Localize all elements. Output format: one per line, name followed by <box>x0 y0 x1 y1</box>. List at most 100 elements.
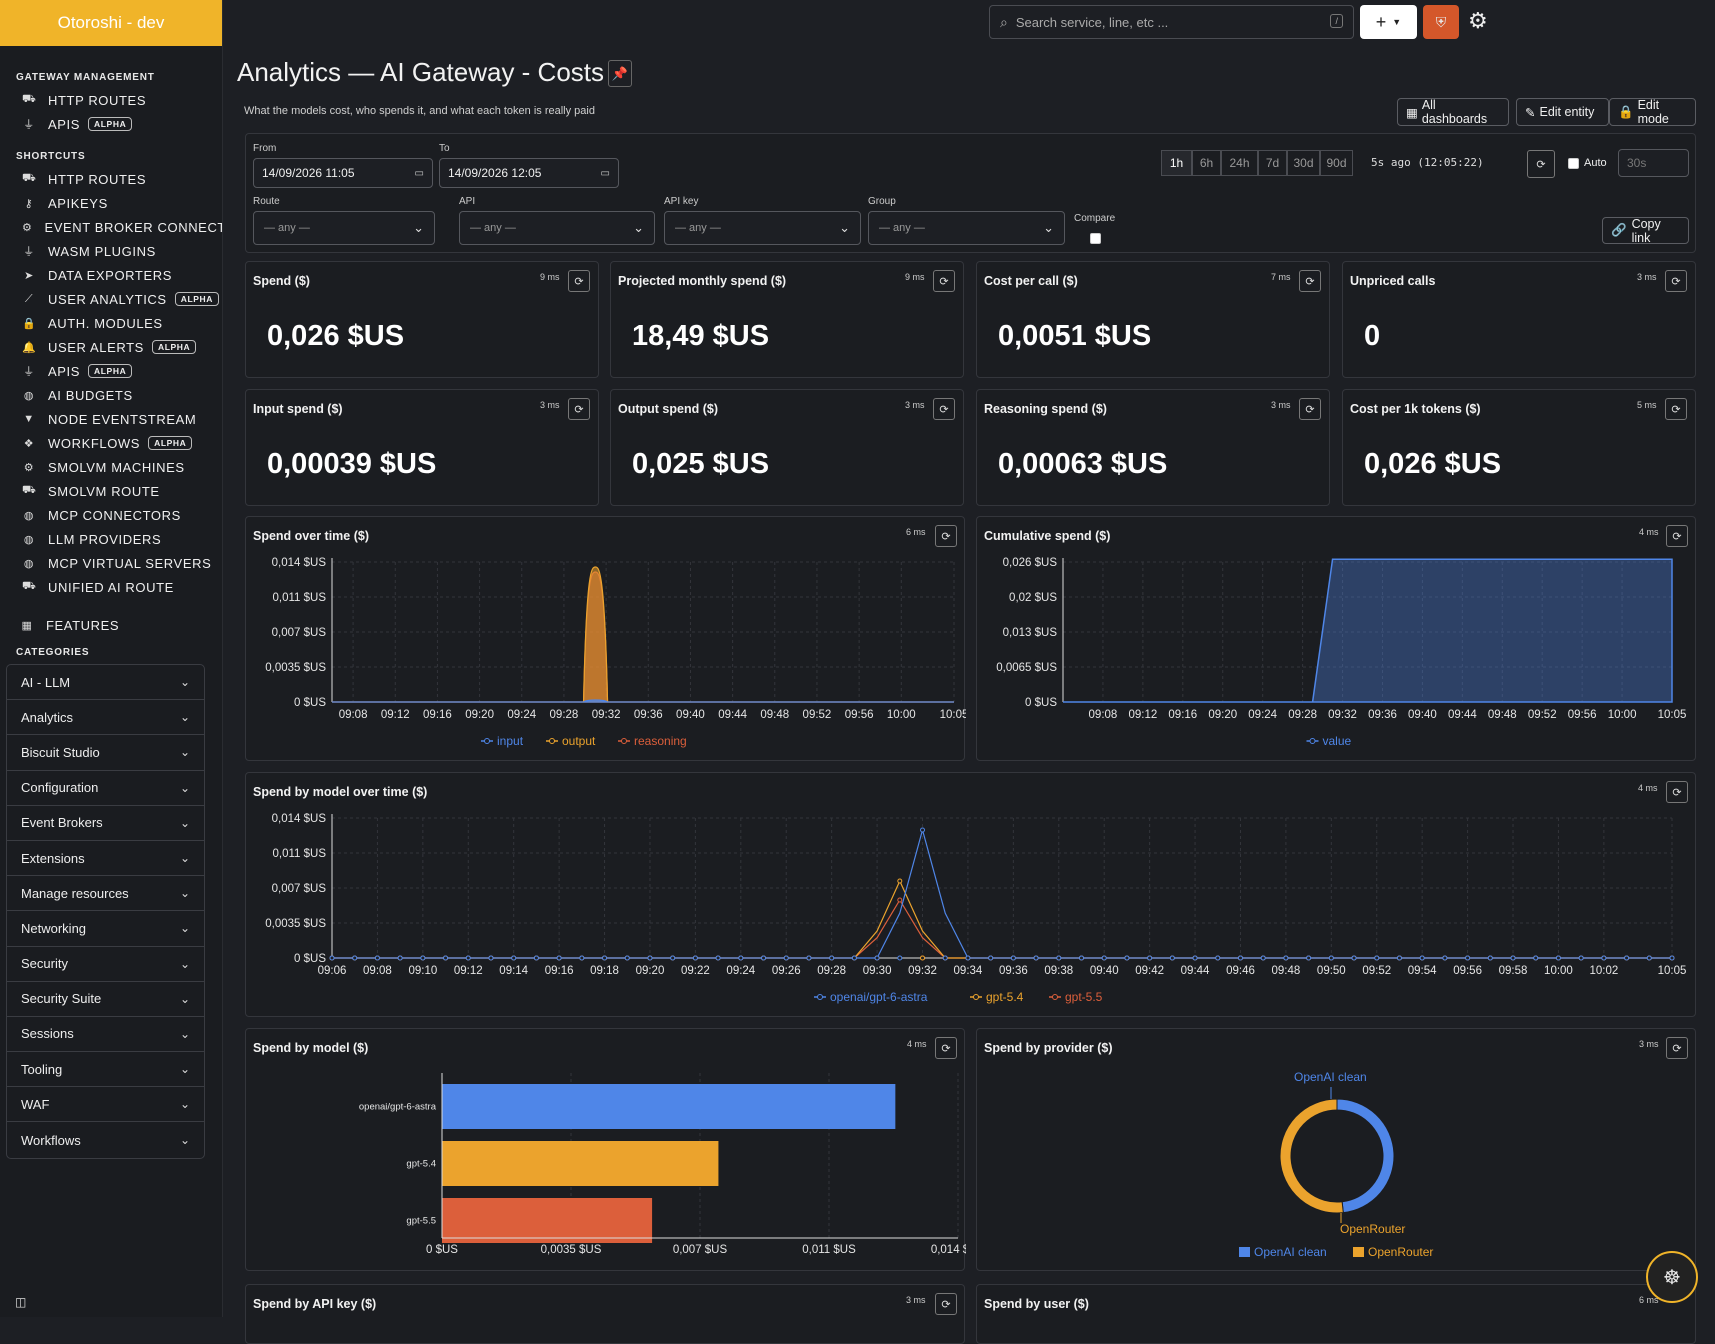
apikey-select[interactable]: — any — ⌄ <box>664 211 861 245</box>
sidebar-shortcut-item-10[interactable]: ▼ NODE EVENTSTREAM <box>0 407 222 431</box>
sidebar-shortcut-item-1[interactable]: ⚷ APIKEYS <box>0 191 222 215</box>
copy-link-button[interactable]: 🔗 Copy link <box>1602 217 1689 245</box>
sidebar-shortcut-item-6[interactable]: 🔒 AUTH. MODULES <box>0 311 222 335</box>
panel-refresh-button[interactable]: ⟳ <box>935 1037 957 1059</box>
x-tick-label: 09:08 <box>339 709 368 721</box>
sidebar-shortcut-item-5[interactable]: ⟋ USER ANALYTICS ALPHA <box>0 287 222 311</box>
sidebar-shortcut-item-16[interactable]: ◍ MCP VIRTUAL SERVERS <box>0 551 222 575</box>
category-1[interactable]: Analytics ⌄ <box>7 700 204 736</box>
data-point <box>1351 955 1357 961</box>
chevron-down-icon: ⌄ <box>1043 220 1054 235</box>
data-point <box>920 955 926 961</box>
brand-logo[interactable]: Otoroshi - dev <box>0 0 222 46</box>
sidebar-shortcut-item-7[interactable]: 🔔 USER ALERTS ALPHA <box>0 335 222 359</box>
categories-section-title: CATEGORIES <box>16 647 90 658</box>
panel-title: Spend by model ($) <box>253 1041 369 1055</box>
kpi-timing: 3 ms <box>1637 272 1657 282</box>
sidebar-shortcut-item-8[interactable]: ⏚ APIS ALPHA <box>0 359 222 383</box>
category-6[interactable]: Manage resources ⌄ <box>7 876 204 912</box>
kpi-refresh-button[interactable]: ⟳ <box>1299 270 1321 292</box>
robot-icon: ☸ <box>1663 1266 1681 1289</box>
data-point <box>1169 955 1175 961</box>
kpi-refresh-button[interactable]: ⟳ <box>1299 398 1321 420</box>
kpi-refresh-button[interactable]: ⟳ <box>568 398 590 420</box>
chevron-down-icon: ⌄ <box>179 1097 190 1112</box>
sidebar-gateway-item-0[interactable]: ⛟ HTTP ROUTES <box>0 88 222 112</box>
category-12[interactable]: WAF ⌄ <box>7 1087 204 1123</box>
collapse-sidebar-icon[interactable]: ◫ <box>15 1295 27 1309</box>
settings-gear-icon[interactable]: ⚙ <box>1468 8 1488 33</box>
data-point <box>556 955 562 961</box>
from-date-input[interactable]: 14/09/2026 11:05 ▭ <box>253 158 433 188</box>
to-date-input[interactable]: 14/09/2026 12:05 ▭ <box>439 158 619 188</box>
sidebar-shortcut-item-4[interactable]: ➤ DATA EXPORTERS <box>0 263 222 287</box>
range-button-1h[interactable]: 1h <box>1161 150 1192 176</box>
category-0[interactable]: AI - LLM ⌄ <box>7 665 204 701</box>
sidebar-gateway-item-1[interactable]: ⏚ APIS ALPHA <box>0 112 222 136</box>
route-select[interactable]: — any — ⌄ <box>253 211 435 245</box>
refresh-button[interactable]: ⟳ <box>1527 150 1555 178</box>
range-button-90d[interactable]: 90d <box>1320 150 1353 176</box>
kpi-refresh-button[interactable]: ⟳ <box>933 270 955 292</box>
kpi-refresh-button[interactable]: ⟳ <box>1665 398 1687 420</box>
auto-refresh-checkbox[interactable] <box>1568 158 1579 169</box>
range-button-6h[interactable]: 6h <box>1192 150 1221 176</box>
category-3[interactable]: Configuration ⌄ <box>7 771 204 806</box>
group-select[interactable]: — any — ⌄ <box>868 211 1065 245</box>
range-button-24h[interactable]: 24h <box>1221 150 1258 176</box>
sidebar-shortcut-item-11[interactable]: ❖ WORKFLOWS ALPHA <box>0 431 222 455</box>
sidebar-shortcut-item-3[interactable]: ⏚ WASM PLUGINS <box>0 239 222 263</box>
kpi-refresh-button[interactable]: ⟳ <box>1665 270 1687 292</box>
sidebar-shortcut-item-17[interactable]: ⛟ UNIFIED AI ROUTE <box>0 575 222 599</box>
panel-refresh-button[interactable]: ⟳ <box>1666 525 1688 547</box>
chevron-down-icon: ⌄ <box>179 921 190 936</box>
range-button-7d[interactable]: 7d <box>1258 150 1287 176</box>
pin-button[interactable]: 📌 <box>608 60 632 87</box>
category-2[interactable]: Biscuit Studio ⌄ <box>7 735 204 771</box>
panel-refresh-button[interactable]: ⟳ <box>935 1293 957 1315</box>
legend-marker <box>621 738 627 744</box>
data-point <box>1442 955 1448 961</box>
chevron-down-icon: ⌄ <box>179 991 190 1006</box>
category-8[interactable]: Security ⌄ <box>7 947 204 982</box>
sidebar-shortcut-item-13[interactable]: ⛟ SMOLVM ROUTE <box>0 479 222 503</box>
sidebar-shortcut-item-9[interactable]: ◍ AI BUDGETS <box>0 383 222 407</box>
category-10[interactable]: Sessions ⌄ <box>7 1017 204 1053</box>
panel-refresh-button[interactable]: ⟳ <box>1666 1037 1688 1059</box>
sidebar-shortcut-item-14[interactable]: ◍ MCP CONNECTORS <box>0 503 222 527</box>
category-label: WAF <box>21 1096 50 1112</box>
data-point <box>1147 955 1153 961</box>
assistant-avatar-button[interactable]: ☸ <box>1646 1251 1698 1303</box>
auto-interval-input[interactable]: 30s <box>1618 149 1689 177</box>
panel-refresh-button[interactable]: ⟳ <box>935 525 957 547</box>
sidebar-shortcut-item-15[interactable]: ◍ LLM PROVIDERS <box>0 527 222 551</box>
kpi-refresh-button[interactable]: ⟳ <box>568 270 590 292</box>
sidebar-item-label: AI BUDGETS <box>48 387 133 403</box>
sidebar-shortcut-item-0[interactable]: ⛟ HTTP ROUTES <box>0 167 222 191</box>
category-9[interactable]: Security Suite ⌄ <box>7 982 204 1017</box>
sidebar-shortcut-item-2[interactable]: ⚙ EVENT BROKER CONNECTIONS <box>0 215 222 239</box>
range-button-30d[interactable]: 30d <box>1287 150 1320 176</box>
sidebar-shortcut-item-12[interactable]: ⚙ SMOLVM MACHINES <box>0 455 222 479</box>
category-4[interactable]: Event Brokers ⌄ <box>7 806 204 841</box>
api-select[interactable]: — any — ⌄ <box>459 211 655 245</box>
series-area-input <box>332 699 954 703</box>
compare-checkbox[interactable] <box>1090 233 1101 244</box>
search-input[interactable]: ⌕ Search service, line, etc ... / <box>989 5 1354 39</box>
panel-refresh-button[interactable]: ⟳ <box>1666 781 1688 803</box>
category-13[interactable]: Workflows ⌄ <box>7 1122 204 1157</box>
kpi-value: 0,025 $US <box>632 448 770 480</box>
all-dashboards-button[interactable]: ▦ All dashboards <box>1397 98 1509 126</box>
category-5[interactable]: Extensions ⌄ <box>7 841 204 877</box>
edit-entity-button[interactable]: ✎ Edit entity <box>1516 98 1609 126</box>
kpi-refresh-button[interactable]: ⟳ <box>933 398 955 420</box>
category-11[interactable]: Tooling ⌄ <box>7 1052 204 1088</box>
data-point <box>1056 955 1062 961</box>
edit-mode-button[interactable]: 🔒 Edit mode <box>1609 98 1696 126</box>
data-point <box>329 955 335 961</box>
add-button[interactable]: + ▼ <box>1360 5 1417 39</box>
category-7[interactable]: Networking ⌄ <box>7 911 204 947</box>
alerts-button[interactable]: ⛨ <box>1423 5 1459 39</box>
sidebar-item-features[interactable]: ▦ FEATURES <box>0 613 222 637</box>
x-tick-label: 09:06 <box>318 965 347 977</box>
